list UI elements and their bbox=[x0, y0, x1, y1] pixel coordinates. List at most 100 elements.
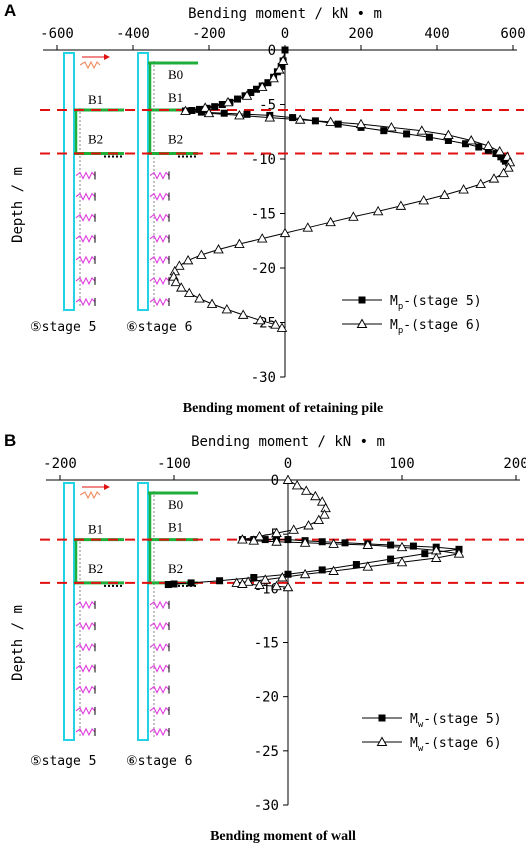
data-point-square bbox=[409, 542, 417, 550]
soil-spring bbox=[149, 297, 170, 307]
data-point-triangle bbox=[325, 216, 336, 227]
panel-a-legend: Mp-(stage 5) Mp-(stage 6) bbox=[342, 294, 482, 336]
data-point-triangle bbox=[268, 72, 279, 83]
data-point-triangle bbox=[242, 576, 254, 586]
strut-label-b2-stage6: B2 bbox=[168, 561, 183, 576]
soil-spring bbox=[149, 255, 170, 265]
data-point-triangle bbox=[396, 541, 408, 552]
x-tick-label: 400 bbox=[424, 26, 449, 42]
y-tick-label: -20 bbox=[254, 690, 279, 706]
data-point-triangle bbox=[300, 485, 312, 495]
stage-6-label: ⑥stage 6 bbox=[126, 320, 192, 335]
data-point-square bbox=[281, 46, 289, 54]
panel-a-series bbox=[168, 46, 516, 332]
data-point-triangle bbox=[174, 260, 185, 270]
legend-label: Mp-(stage 5) bbox=[390, 294, 482, 312]
x-tick-label: 200 bbox=[348, 26, 373, 42]
data-point-square bbox=[425, 133, 433, 141]
load-arrow-head bbox=[104, 484, 110, 490]
data-point-square bbox=[484, 146, 492, 154]
data-point-triangle bbox=[234, 109, 245, 120]
data-point-triangle bbox=[254, 530, 265, 541]
data-point-triangle bbox=[231, 577, 242, 587]
data-point-triangle bbox=[237, 309, 249, 319]
data-point-triangle bbox=[498, 167, 509, 178]
soil-spring bbox=[149, 685, 170, 694]
data-point-square bbox=[475, 143, 483, 151]
data-point-square bbox=[188, 106, 196, 114]
data-point-square bbox=[387, 555, 395, 563]
panel-b: B Bending moment / kN • m Depth / m Bend… bbox=[4, 431, 526, 844]
soil-spring bbox=[149, 621, 170, 631]
y-tick-label: -20 bbox=[251, 261, 276, 277]
data-point-triangle bbox=[234, 238, 245, 248]
data-point-triangle bbox=[294, 114, 306, 124]
series-line bbox=[173, 60, 511, 329]
data-point-square bbox=[253, 85, 260, 93]
data-point-square bbox=[387, 541, 395, 549]
data-point-square bbox=[421, 550, 429, 558]
data-point-square bbox=[403, 130, 411, 138]
soil-spring bbox=[75, 600, 96, 610]
data-point-square bbox=[211, 103, 219, 111]
data-point-square bbox=[170, 580, 178, 588]
data-point-triangle bbox=[241, 90, 253, 100]
panel-b-y-axis-title: Depth / m bbox=[10, 605, 26, 681]
data-point-triangle bbox=[372, 205, 384, 216]
y-tick-label: 0 bbox=[271, 473, 279, 489]
data-point-triangle bbox=[328, 538, 339, 548]
soil-spring bbox=[149, 727, 170, 737]
data-point-triangle bbox=[170, 276, 182, 287]
panel-b-series bbox=[164, 474, 465, 592]
data-point-triangle bbox=[483, 140, 494, 150]
data-point-triangle bbox=[325, 116, 336, 126]
data-point-triangle bbox=[396, 556, 408, 567]
soil-spring bbox=[149, 706, 170, 716]
data-point-triangle bbox=[465, 135, 477, 145]
data-point-triangle bbox=[256, 233, 268, 243]
data-point-triangle bbox=[175, 282, 187, 292]
data-point-square bbox=[247, 89, 255, 97]
legend-marker-square bbox=[358, 296, 366, 304]
data-point-triangle bbox=[316, 496, 328, 506]
data-point-triangle bbox=[194, 293, 205, 303]
strut-label-b0: B0 bbox=[168, 67, 183, 82]
legend-label: Mw-(stage 5) bbox=[410, 712, 502, 730]
legend-marker-triangle bbox=[376, 736, 388, 746]
soil-spring bbox=[149, 643, 170, 652]
soil-spring bbox=[75, 643, 96, 652]
data-point-triangle bbox=[313, 514, 325, 525]
data-point-triangle bbox=[271, 580, 282, 591]
soil-spring bbox=[149, 213, 170, 222]
data-point-triangle bbox=[319, 509, 330, 519]
data-point-triangle bbox=[475, 178, 486, 189]
x-tick-label: 0 bbox=[281, 26, 289, 42]
data-point-square bbox=[318, 566, 326, 574]
strut-label-b1: B1 bbox=[88, 92, 103, 107]
data-point-triangle bbox=[299, 537, 311, 547]
x-tick-label: 200 bbox=[503, 456, 526, 472]
data-point-triangle bbox=[386, 121, 397, 132]
top-spring bbox=[79, 60, 101, 70]
data-point-square bbox=[261, 536, 269, 544]
y-tick-label: -5 bbox=[259, 98, 276, 114]
data-point-triangle bbox=[180, 105, 191, 115]
panel-a: A Bending moment / kN • m Depth / m Bend… bbox=[4, 1, 526, 416]
diaphragm-wall bbox=[63, 52, 75, 311]
y-tick-label: 0 bbox=[268, 43, 276, 59]
x-tick-label: -400 bbox=[116, 26, 150, 42]
soil-spring bbox=[75, 297, 96, 307]
data-point-triangle bbox=[282, 474, 294, 484]
data-point-triangle bbox=[255, 314, 266, 325]
data-point-triangle bbox=[303, 520, 314, 530]
soil-spring bbox=[75, 213, 96, 222]
data-point-triangle bbox=[199, 102, 211, 112]
data-point-triangle bbox=[248, 535, 260, 545]
data-point-triangle bbox=[494, 145, 505, 156]
data-point-square bbox=[352, 561, 360, 568]
soil-spring bbox=[75, 171, 96, 180]
legend-label: Mp-(stage 6) bbox=[390, 318, 482, 336]
data-point-triangle bbox=[439, 189, 450, 199]
